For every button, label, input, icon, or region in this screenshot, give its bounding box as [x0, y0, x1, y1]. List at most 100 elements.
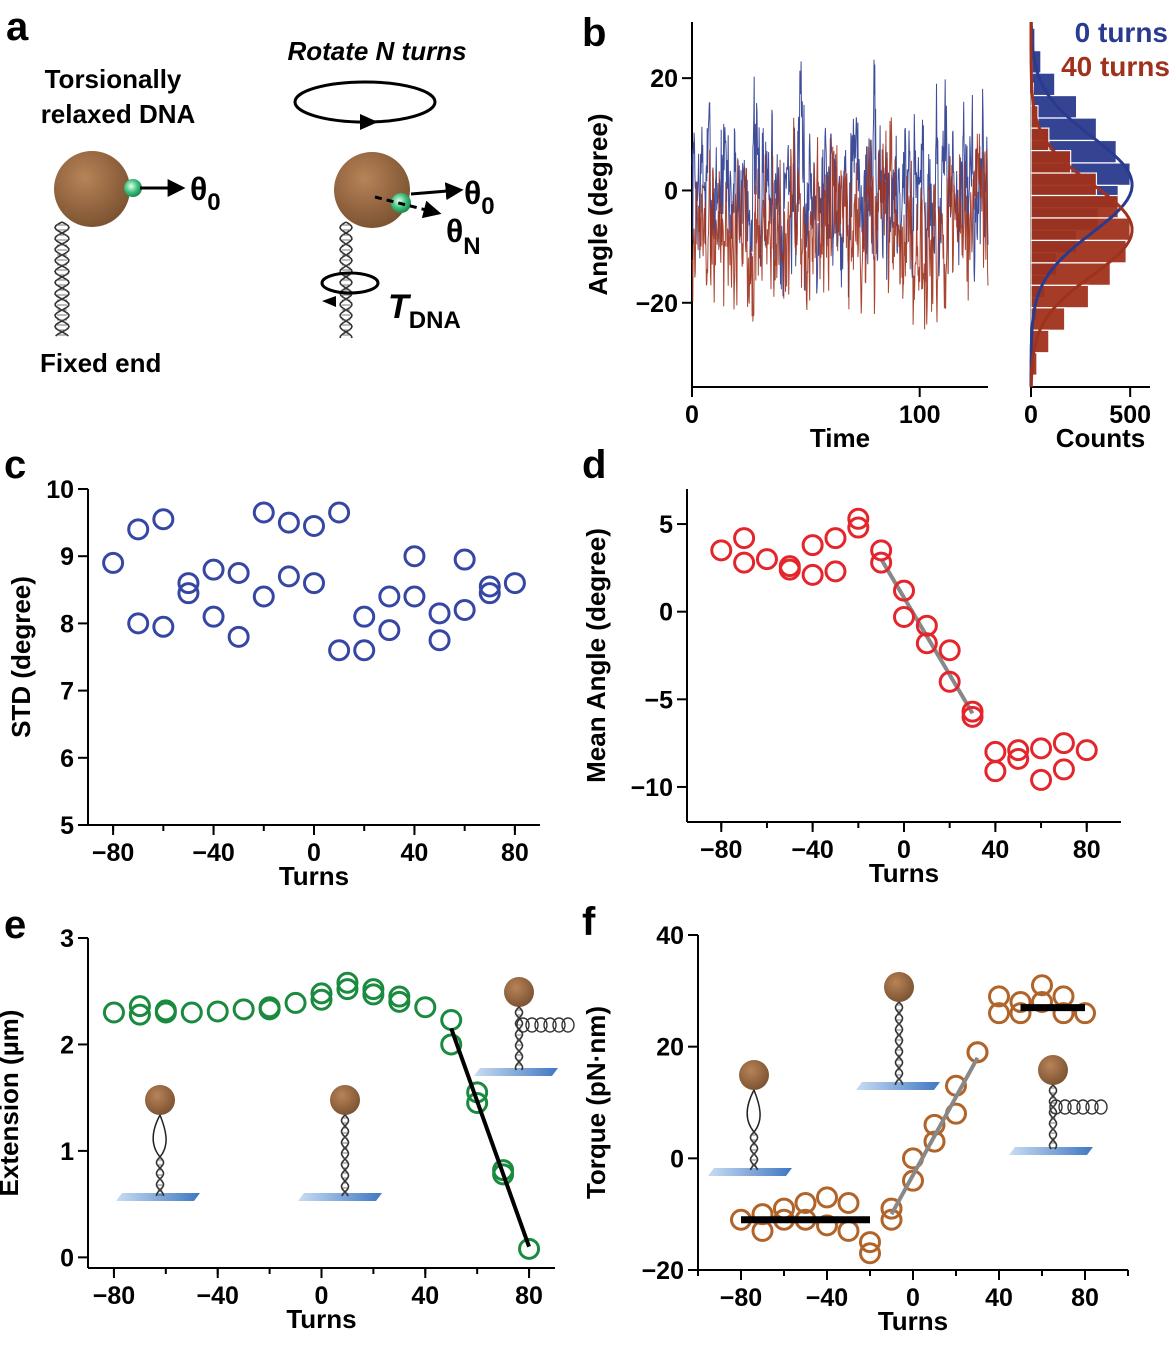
- inset-dna: [894, 1001, 904, 1086]
- std-point: [127, 612, 150, 635]
- legend-40-turns: 40 turns: [1061, 51, 1170, 82]
- hist-x-tick-label: 0: [1024, 401, 1038, 429]
- std-point: [353, 605, 376, 628]
- torque-point: [751, 1203, 774, 1226]
- plectoneme-loop: [1094, 1099, 1108, 1115]
- dna-strand: [54, 221, 70, 337]
- inset-bead: [504, 977, 534, 1007]
- torque-point: [859, 1231, 881, 1254]
- std-point: [127, 518, 150, 541]
- x-axis-label: Time: [810, 423, 870, 453]
- std-point: [353, 639, 376, 662]
- y-tick-label: 2: [60, 1031, 74, 1059]
- surface: [298, 1193, 382, 1201]
- marker-bead-left: [124, 179, 142, 197]
- inset-dna: [1048, 1084, 1058, 1150]
- inset-bead: [330, 1085, 360, 1115]
- panel-e-extension-chart: −80 −40 0 40 80 0 1 2 3 Turns Extension (µm): [0, 925, 555, 1334]
- inset-bead: [145, 1085, 175, 1115]
- extension-point: [362, 983, 385, 1006]
- y-tick-label: 6: [60, 745, 74, 773]
- mean-angle-point: [915, 632, 938, 655]
- dna-strand: [340, 1114, 350, 1197]
- extension-point: [128, 1003, 151, 1026]
- dna-helix-left: [54, 221, 70, 337]
- std-point: [478, 575, 501, 598]
- torque-point: [1009, 1002, 1032, 1025]
- theta0-arrow-right: [410, 182, 464, 201]
- panel-c-label: c: [4, 443, 26, 487]
- trace-line-40-turns: [691, 117, 989, 330]
- panel-d-mean-angle-chart: −80 −40 0 40 80 5 0 −5 −10 Turns Mean Angle (degre…: [581, 489, 1121, 888]
- mean-angle-point: [984, 760, 1007, 783]
- std-point: [378, 619, 401, 642]
- extension-point: [440, 1008, 463, 1031]
- panel-e-label: e: [4, 903, 26, 947]
- torque-point: [880, 1197, 903, 1220]
- std-point: [453, 548, 476, 571]
- extension-point: [232, 998, 255, 1021]
- x-tick-label: −40: [192, 839, 234, 867]
- std-point: [202, 605, 225, 628]
- x-tick-label: 0: [906, 1284, 920, 1312]
- surface: [708, 1168, 792, 1176]
- y-tick-label: 1: [60, 1138, 74, 1166]
- inset-bead: [739, 1060, 769, 1090]
- std-point: [227, 562, 250, 584]
- torque-point: [773, 1197, 795, 1220]
- mean-angle-point: [755, 548, 778, 571]
- x-tick-label: 0: [897, 836, 911, 864]
- mean-angle-point: [1052, 732, 1075, 755]
- x-tick-label: 40: [985, 1284, 1013, 1312]
- extension-point: [284, 991, 307, 1014]
- extension-point: [102, 1001, 125, 1024]
- std-point: [378, 585, 401, 608]
- mean-angle-point: [733, 551, 756, 574]
- plectoneme-loop: [1058, 1099, 1072, 1115]
- y-tick-label: 0: [670, 1145, 684, 1173]
- x-tick-label: −80: [720, 1284, 762, 1312]
- hist-fit-40-turns: [1029, 22, 1134, 388]
- x-tick-label: 0: [315, 1282, 329, 1310]
- dna-strand: [155, 1156, 165, 1196]
- y-axis-label: STD (degree): [6, 576, 36, 738]
- rotation-arrow-icon: [360, 114, 378, 130]
- std-point: [428, 629, 451, 652]
- y-tick-label: 5: [659, 511, 673, 539]
- dna-strand: [339, 221, 353, 339]
- torque-point: [816, 1186, 838, 1209]
- x-tick-label: 0: [307, 839, 321, 867]
- std-point: [428, 602, 451, 625]
- mean-angle-point: [893, 579, 915, 602]
- y-tick-label: 0: [659, 599, 673, 627]
- dna-strand: [514, 1006, 524, 1071]
- y-tick-label: 40: [656, 922, 684, 950]
- dna-strand: [340, 1114, 350, 1197]
- std-point: [177, 572, 200, 595]
- extension-point: [336, 971, 359, 994]
- x-tick-label: 80: [1073, 836, 1101, 864]
- rotate-label: Rotate N turns: [287, 36, 466, 66]
- extension-fit-line: [449, 1027, 531, 1248]
- y-tick-label: 0: [664, 177, 678, 205]
- mean-angle-point: [984, 740, 1007, 763]
- mean-angle-point: [870, 539, 893, 562]
- y-axis-label: Torque (pN·nm): [581, 1006, 611, 1199]
- std-point: [202, 558, 225, 581]
- extension-point: [518, 1237, 541, 1260]
- y-tick-label: 3: [60, 925, 74, 953]
- extension-point: [154, 1001, 177, 1024]
- surface: [1009, 1147, 1093, 1155]
- mean-angle-point: [801, 534, 824, 557]
- torque-ellipse: [320, 271, 380, 295]
- x-tick-label: −40: [791, 836, 833, 864]
- mean-angle-point: [1030, 737, 1053, 760]
- y-tick-label: 0: [60, 1244, 74, 1272]
- std-point: [503, 572, 526, 595]
- mean-angle-point: [801, 563, 824, 586]
- x-axis-label: Turns: [878, 1306, 948, 1336]
- x-tick-label: 80: [1071, 1284, 1099, 1312]
- theta0-left: θ0: [190, 171, 221, 216]
- x-tick-label: 40: [411, 1282, 439, 1310]
- bead-left: [54, 151, 130, 227]
